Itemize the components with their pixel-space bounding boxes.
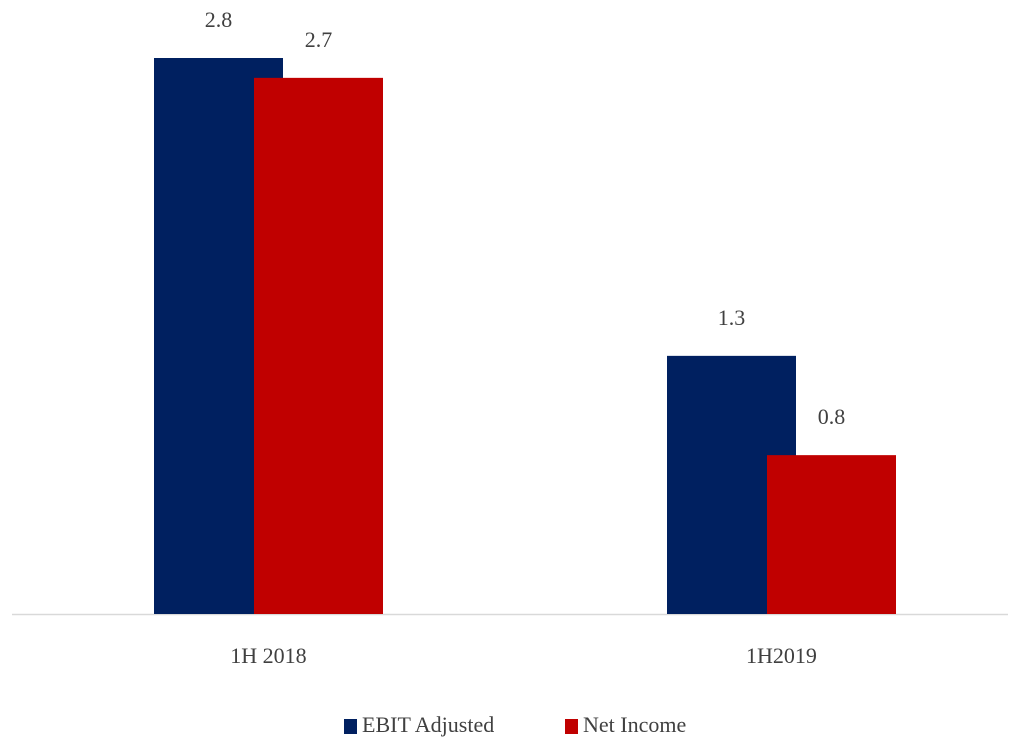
data-label: 1.3: [718, 305, 746, 330]
legend-swatch: [565, 719, 578, 734]
data-label: 2.8: [205, 7, 233, 32]
data-label: 2.7: [305, 27, 333, 52]
x-tick-label: 1H2019: [746, 643, 817, 668]
x-tick-label: 1H 2018: [230, 643, 306, 668]
data-label: 0.8: [818, 404, 846, 429]
legend-label: Net Income: [583, 712, 686, 737]
bar: [254, 77, 383, 615]
legend-label: EBIT Adjusted: [362, 712, 494, 737]
legend-swatch: [344, 719, 357, 734]
bar: [767, 455, 896, 614]
